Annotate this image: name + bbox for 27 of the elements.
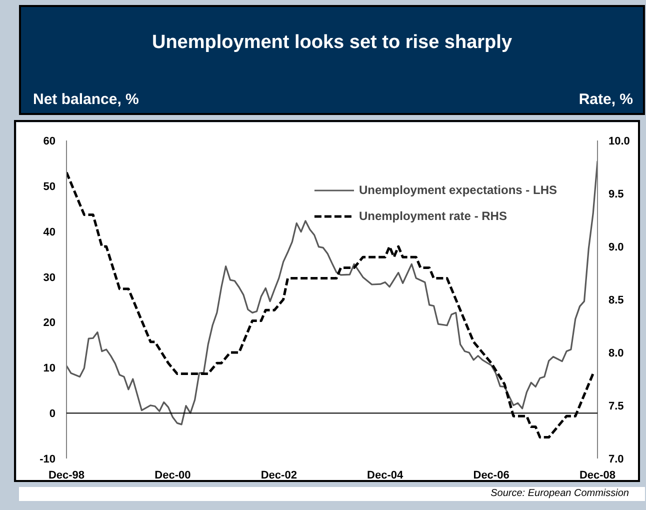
x-tick-label: Dec-04 bbox=[367, 470, 404, 482]
y-tick-label: 50 bbox=[43, 180, 56, 193]
y-tick-label: 40 bbox=[43, 226, 56, 238]
legend-label: Unemployment expectations - LHS bbox=[358, 183, 557, 197]
y-tick-label: -10 bbox=[40, 454, 56, 466]
x-tick-label: Dec-00 bbox=[154, 470, 191, 482]
y-tick-label: 30 bbox=[43, 272, 56, 284]
y2-axis-title: Rate, % bbox=[578, 90, 633, 110]
y2-tick-label: 7.5 bbox=[608, 400, 624, 412]
y2-tick-label: 7.0 bbox=[608, 454, 624, 466]
x-tick-label: Dec-02 bbox=[260, 470, 297, 482]
y2-tick-label: 10.0 bbox=[608, 136, 630, 148]
y2-tick-label: 8.5 bbox=[608, 294, 624, 306]
y2-tick-label: 9.0 bbox=[608, 242, 624, 254]
x-tick-label: Dec-08 bbox=[579, 470, 616, 482]
y-tick-label: 10 bbox=[43, 362, 56, 375]
y-tick-label: 60 bbox=[43, 136, 56, 148]
x-tick-label: Dec-06 bbox=[473, 470, 510, 482]
x-tick-label: Dec-98 bbox=[48, 470, 85, 482]
y2-tick-label: 9.5 bbox=[608, 188, 624, 200]
legend-label: Unemployment rate - RHS bbox=[358, 209, 507, 223]
source-note: Source: European Commission bbox=[490, 487, 629, 500]
y-tick-label: 20 bbox=[43, 317, 56, 330]
y-axis-title: Net balance, % bbox=[33, 90, 139, 110]
y-tick-label: 0 bbox=[49, 408, 56, 420]
y2-tick-label: 8.0 bbox=[608, 348, 624, 360]
chart-title: Unemployment looks set to rise sharply bbox=[150, 31, 514, 55]
